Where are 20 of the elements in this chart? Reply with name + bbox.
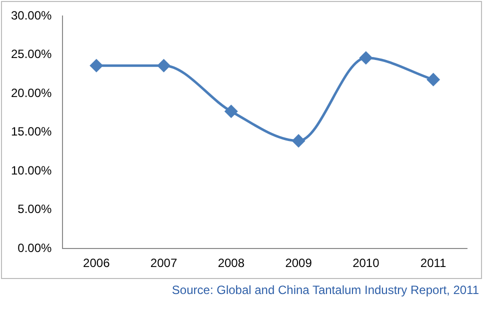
x-tick-label: 2009 [285, 256, 312, 270]
y-tick-label: 15.00% [10, 124, 52, 139]
point [90, 59, 103, 72]
x-tick-label: 2006 [83, 256, 110, 270]
x-tick-label: 2008 [218, 256, 245, 270]
point [292, 134, 305, 148]
point [224, 105, 238, 118]
y-tick-label: 0.00% [18, 240, 52, 255]
point [360, 52, 372, 64]
point [158, 59, 170, 72]
source-note: Source: Global and China Tantalum Industry Report, 2011 [172, 283, 479, 297]
point [427, 73, 440, 86]
y-tick-label: 30.00% [10, 8, 52, 22]
x-tick-label: 2010 [352, 256, 380, 270]
y-tick-label: 20.00% [10, 86, 52, 100]
y-tick-label: 10.00% [10, 163, 52, 178]
y-tick-label: 5.00% [18, 202, 52, 216]
x-tick-label: 2011 [420, 256, 447, 270]
y-tick-label: 25.00% [10, 47, 52, 62]
x-tick-label: 2007 [150, 256, 178, 270]
